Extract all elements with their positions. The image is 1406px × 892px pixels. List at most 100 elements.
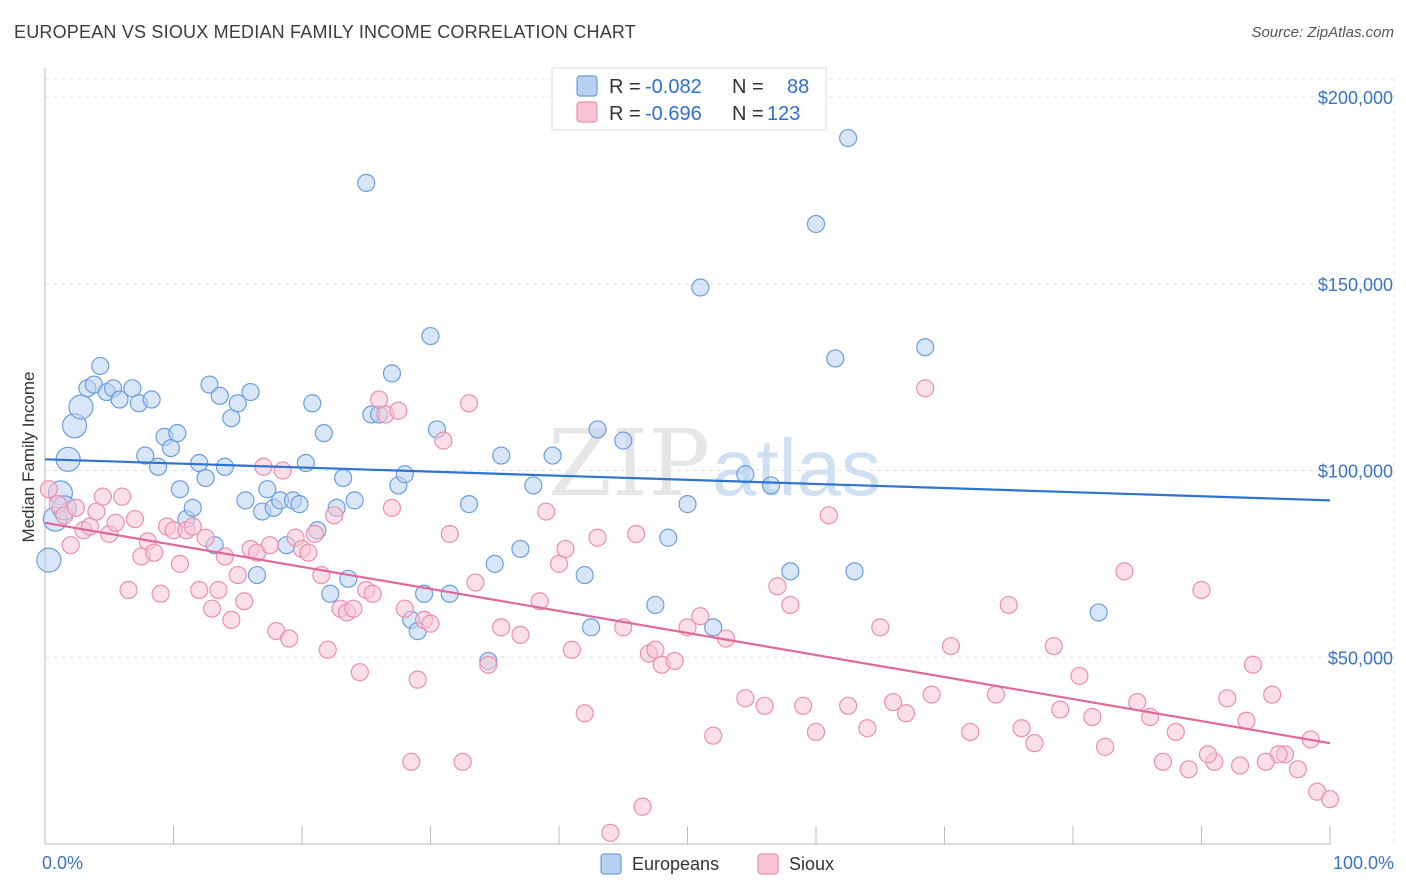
- point-sioux-107: [1044, 636, 1063, 656]
- x-tick-label-max: 100.0%: [1333, 853, 1394, 873]
- point-europeans-85: [916, 338, 935, 357]
- point-europeans-59: [421, 326, 440, 346]
- point-sioux-30: [235, 592, 254, 611]
- point-sioux-26: [209, 580, 228, 600]
- y-tick-label: $150,000: [1318, 275, 1393, 295]
- point-sioux-10: [106, 513, 125, 532]
- trend-line-sioux: [44, 521, 1331, 745]
- point-sioux-43: [318, 640, 337, 659]
- point-sioux-77: [626, 524, 646, 544]
- point-sioux-104: [999, 595, 1018, 615]
- point-europeans-70: [582, 618, 601, 637]
- point-sioux-11: [112, 487, 132, 506]
- point-sioux-23: [190, 580, 209, 600]
- point-sioux-94: [839, 696, 858, 715]
- point-europeans-8: [91, 356, 110, 376]
- point-europeans-40: [290, 495, 309, 514]
- point-sioux-29: [228, 565, 247, 585]
- point-sioux-60: [434, 431, 453, 450]
- point-sioux-13: [125, 509, 145, 529]
- point-sioux-75: [601, 823, 620, 842]
- point-europeans-73: [646, 595, 665, 615]
- point-sioux-103: [986, 685, 1006, 704]
- point-europeans-71: [588, 420, 607, 439]
- legend-swatch-sioux: [757, 853, 779, 875]
- point-europeans-68: [543, 446, 562, 465]
- legend-swatch-europeans: [600, 853, 622, 875]
- point-sioux-37: [280, 629, 299, 648]
- legend-label-europeans: Europeans: [632, 854, 719, 874]
- point-sioux-40: [299, 543, 318, 562]
- point-europeans-27: [210, 386, 229, 405]
- point-europeans-82: [826, 349, 845, 368]
- point-sioux-84: [691, 607, 710, 626]
- point-sioux-82: [665, 651, 684, 671]
- point-europeans-67: [524, 476, 543, 495]
- legend-r-value-europeans: -0.082: [645, 76, 702, 98]
- point-sioux-71: [556, 539, 575, 559]
- point-sioux-12: [119, 580, 138, 600]
- legend-r-label: R =: [609, 76, 641, 98]
- point-sioux-121: [1230, 756, 1250, 775]
- point-sioux-66: [492, 618, 511, 637]
- point-sioux-102: [961, 722, 980, 742]
- point-europeans-53: [382, 364, 402, 383]
- point-europeans-65: [492, 446, 511, 465]
- point-sioux-109: [1070, 666, 1089, 686]
- legend-swatch-europeans: [576, 75, 598, 97]
- point-europeans-81: [806, 214, 826, 234]
- point-europeans-19: [168, 424, 187, 443]
- point-sioux-106: [1025, 734, 1044, 753]
- point-europeans-86: [1089, 603, 1108, 622]
- point-sioux-68: [530, 592, 549, 611]
- point-sioux-17: [151, 584, 170, 603]
- point-sioux-112: [1115, 562, 1134, 581]
- point-sioux-63: [459, 394, 479, 413]
- point-sioux-78: [633, 797, 652, 816]
- x-tick-label-min: 0.0%: [42, 853, 83, 873]
- point-sioux-4: [66, 498, 85, 517]
- point-sioux-0: [39, 480, 58, 499]
- point-sioux-61: [440, 524, 459, 544]
- point-europeans-14: [136, 446, 155, 465]
- point-europeans-84: [845, 562, 864, 581]
- legend-n-value-europeans: 88: [787, 76, 809, 98]
- point-sioux-53: [382, 498, 402, 517]
- point-sioux-55: [395, 599, 414, 618]
- axes: [44, 68, 1331, 845]
- legend-r-value-sioux: -0.696: [645, 103, 702, 125]
- point-sioux-69: [537, 502, 556, 521]
- point-sioux-99: [916, 379, 935, 398]
- point-sioux-8: [93, 487, 112, 506]
- point-sioux-59: [421, 614, 440, 633]
- point-sioux-117: [1179, 760, 1198, 779]
- point-sioux-28: [222, 610, 241, 630]
- point-sioux-65: [479, 655, 498, 674]
- point-sioux-122: [1243, 655, 1263, 674]
- legend-label-sioux: Sioux: [789, 854, 834, 874]
- data-points: [36, 128, 1340, 842]
- series-legend: Europeans Sioux: [600, 853, 834, 875]
- point-sioux-89: [768, 577, 787, 596]
- point-sioux-132: [1198, 745, 1218, 764]
- point-sioux-24: [196, 528, 215, 547]
- point-europeans-45: [321, 584, 340, 603]
- point-sioux-67: [511, 625, 530, 644]
- point-sioux-64: [466, 573, 485, 592]
- point-europeans-47: [334, 468, 353, 488]
- point-sioux-87: [736, 689, 755, 708]
- point-europeans-72: [614, 431, 633, 450]
- point-europeans-80: [781, 562, 800, 581]
- point-sioux-57: [408, 670, 427, 689]
- legend-box: [551, 67, 827, 131]
- point-europeans-5: [68, 394, 94, 420]
- point-sioux-48: [350, 663, 369, 682]
- point-sioux-50: [363, 584, 382, 603]
- legend-swatch-sioux: [576, 101, 598, 123]
- legend-n-label: N =: [732, 76, 764, 98]
- point-europeans-28: [215, 457, 234, 476]
- legend-n-label: N =: [732, 103, 764, 125]
- point-sioux-88: [755, 696, 774, 715]
- point-sioux-20: [170, 554, 190, 573]
- point-europeans-33: [247, 565, 267, 585]
